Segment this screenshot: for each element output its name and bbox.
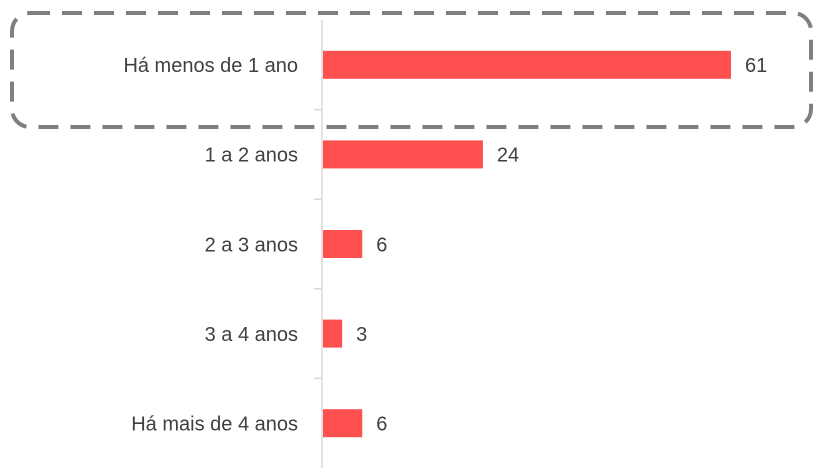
value-label: 61 — [745, 55, 767, 77]
value-label: 24 — [497, 145, 519, 167]
value-label: 6 — [376, 234, 387, 256]
category-label: Há mais de 4 anos — [131, 413, 298, 435]
category-label: 3 a 4 anos — [205, 324, 298, 346]
bar — [323, 319, 343, 348]
bar — [323, 50, 731, 79]
category-label: 1 a 2 anos — [205, 145, 298, 167]
bar — [323, 409, 363, 438]
category-label: 2 a 3 anos — [205, 234, 298, 256]
bar — [323, 230, 363, 258]
value-label: 6 — [376, 413, 387, 435]
value-label: 3 — [356, 324, 367, 346]
category-label: Há menos de 1 ano — [123, 55, 298, 77]
bar — [323, 140, 483, 169]
